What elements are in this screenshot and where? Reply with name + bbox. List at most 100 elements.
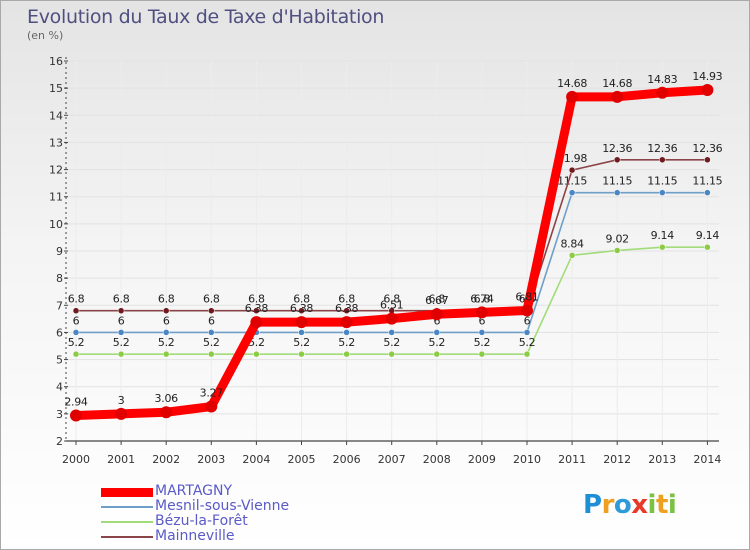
- data-label: 14.68: [602, 77, 632, 90]
- data-label: 6.8: [203, 293, 220, 306]
- data-point: [433, 329, 441, 336]
- x-tick-label: 2007: [378, 453, 406, 466]
- data-point: [72, 350, 80, 358]
- data-point: [613, 156, 621, 164]
- data-point: [478, 329, 486, 336]
- data-point: [253, 307, 260, 314]
- data-point: [208, 350, 215, 358]
- data-label: 5.2: [474, 336, 491, 349]
- data-point: [160, 406, 173, 419]
- data-point: [659, 243, 666, 251]
- data-point: [659, 156, 666, 164]
- legend-item: Mesnil-sous-Vienne: [99, 499, 359, 514]
- legend-swatch: [101, 521, 153, 523]
- data-point: [388, 350, 395, 358]
- data-label: 6.8: [68, 293, 85, 306]
- data-point: [298, 307, 305, 314]
- data-point: [568, 189, 576, 196]
- y-tick-label: 16: [49, 55, 63, 68]
- legend-swatch: [101, 488, 153, 497]
- legend-label: Bézu-la-Forêt: [155, 513, 248, 529]
- grid: [66, 60, 719, 442]
- data-point: [566, 90, 579, 103]
- data-label: 14.68: [557, 77, 587, 90]
- data-point: [343, 350, 350, 358]
- y-tick-label: 5: [56, 354, 63, 367]
- y-tick-label: 7: [56, 299, 63, 312]
- y-tick-label: 14: [49, 109, 63, 122]
- data-label: 5.2: [293, 336, 310, 349]
- x-tick-label: 2014: [693, 453, 721, 466]
- data-label: 11.15: [602, 175, 632, 188]
- data-point: [430, 308, 443, 321]
- data-label: 14.83: [647, 73, 677, 86]
- data-point: [704, 189, 711, 196]
- data-label: 12.36: [602, 142, 632, 155]
- y-tick-label: 3: [56, 408, 63, 421]
- data-label: 6.8: [113, 293, 130, 306]
- data-label: 6.8: [338, 293, 355, 306]
- logo-letter: o: [613, 490, 632, 520]
- data-label: 6: [479, 314, 486, 327]
- data-label: 5.2: [203, 336, 220, 349]
- y-tick-label: 15: [49, 82, 63, 95]
- data-point: [385, 312, 398, 325]
- data-point: [208, 307, 215, 314]
- data-point: [523, 350, 531, 358]
- data-point: [656, 86, 669, 99]
- x-tick-label: 2005: [288, 453, 316, 466]
- data-label: 8.84: [560, 237, 584, 250]
- legend-item: Mainneville: [99, 529, 359, 544]
- data-point: [521, 304, 533, 317]
- proxiti-logo: Proxiti: [583, 490, 677, 520]
- data-label: 6: [524, 314, 531, 327]
- data-label: 5.2: [383, 336, 400, 349]
- data-point: [117, 329, 125, 336]
- data-point: [115, 407, 128, 420]
- legend-item: Bézu-la-Forêt: [99, 514, 359, 529]
- logo-letter: P: [583, 490, 602, 520]
- data-label: 6.67: [425, 294, 449, 307]
- data-label: 6.81: [515, 290, 538, 303]
- logo-letter: i: [667, 490, 677, 520]
- data-point: [208, 329, 215, 336]
- data-point: [704, 156, 711, 164]
- data-point: [340, 316, 353, 329]
- data-label: 6: [208, 314, 215, 327]
- data-label: 6.74: [470, 292, 494, 305]
- data-label: 6.38: [290, 302, 314, 315]
- data-label: 6.38: [335, 302, 359, 315]
- y-tick-label: 12: [49, 164, 63, 177]
- data-label: 3.06: [155, 392, 179, 405]
- data-point: [72, 329, 80, 336]
- data-label: 11.98: [557, 152, 587, 165]
- data-point: [523, 329, 531, 336]
- data-label: 11.15: [647, 175, 677, 188]
- data-point: [701, 84, 714, 97]
- data-point: [162, 329, 170, 336]
- data-point: [475, 306, 488, 319]
- x-tick-label: 2009: [468, 453, 496, 466]
- data-point: [253, 350, 260, 358]
- y-tick-label: 13: [49, 136, 63, 149]
- data-label: 6: [73, 314, 80, 327]
- x-tick-label: 2004: [242, 453, 270, 466]
- y-tick-label: 9: [56, 245, 63, 258]
- data-label: 5.2: [429, 336, 446, 349]
- x-tick-label: 2011: [558, 453, 586, 466]
- legend-label: Mainneville: [155, 528, 235, 544]
- data-label: 5.2: [519, 336, 536, 349]
- logo-letter: t: [655, 490, 668, 520]
- x-tick-label: 2008: [423, 453, 451, 466]
- y-tick-label: 6: [56, 326, 63, 339]
- data-label: 5.2: [68, 336, 85, 349]
- y-tick-label: 2: [56, 435, 63, 448]
- data-label: 3: [118, 394, 125, 407]
- data-label: 9.02: [606, 232, 629, 245]
- data-point: [70, 409, 82, 422]
- data-point: [613, 189, 621, 196]
- legend-swatch: [101, 536, 153, 538]
- data-point: [250, 316, 263, 329]
